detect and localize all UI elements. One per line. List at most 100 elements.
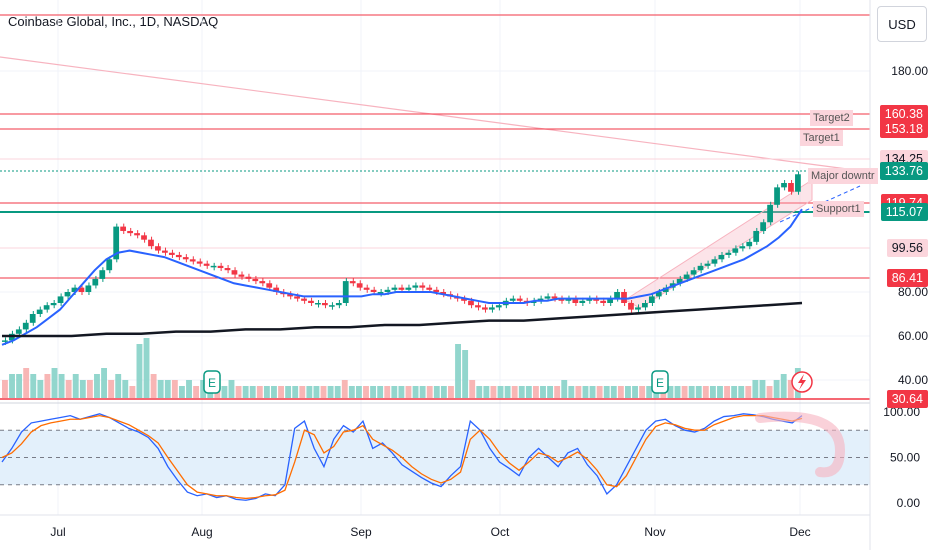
volume-bar xyxy=(674,386,681,398)
candle-body xyxy=(676,278,683,284)
volume-bar xyxy=(582,386,589,398)
candle-body xyxy=(273,287,280,292)
candle-body xyxy=(662,287,669,292)
candle-body xyxy=(2,340,8,342)
volume-bar xyxy=(23,368,30,398)
volume-bar xyxy=(348,386,355,398)
volume-bar xyxy=(462,350,469,398)
candle-body xyxy=(475,305,481,308)
candle-body xyxy=(85,285,92,292)
candle-body xyxy=(259,281,266,284)
volume-bar xyxy=(249,386,256,398)
candle-body xyxy=(182,257,189,260)
volume-bar xyxy=(596,386,603,398)
candle-body xyxy=(426,287,433,290)
volume-bar xyxy=(200,380,207,398)
candle-body xyxy=(294,296,300,299)
volume-bar xyxy=(37,380,44,398)
ma-black-line xyxy=(2,301,803,338)
candle-body xyxy=(189,259,196,262)
volume-bar xyxy=(235,386,242,398)
volume-bar xyxy=(228,380,235,398)
volume-bar xyxy=(525,386,532,398)
price-badge: 115.07 xyxy=(880,203,928,221)
volume-bar xyxy=(681,386,688,398)
candle-body xyxy=(537,298,544,301)
candle-body xyxy=(99,270,106,279)
volume-bar xyxy=(150,374,157,398)
earnings-marker xyxy=(651,370,669,394)
volume-bar xyxy=(745,386,752,398)
volume-bar xyxy=(738,386,745,398)
volume-bar xyxy=(540,386,546,398)
volume-bar xyxy=(455,344,461,398)
volume-bar xyxy=(242,386,249,398)
volume-bar xyxy=(780,374,787,398)
volume-bar xyxy=(646,386,653,398)
candle-body xyxy=(683,274,690,279)
volume-bar xyxy=(773,380,780,398)
volume-bar xyxy=(221,386,228,398)
candle-body xyxy=(412,285,419,288)
volume-bar xyxy=(702,386,709,398)
annotation-label: Major downtr xyxy=(808,168,878,184)
volume-bar xyxy=(724,386,731,398)
volume-bar xyxy=(9,374,15,398)
volume-bar xyxy=(171,380,178,398)
candle-body xyxy=(461,298,467,301)
volume-bar xyxy=(511,386,518,398)
candle-body xyxy=(210,265,217,268)
candle-body xyxy=(607,298,613,303)
volume-bar xyxy=(483,386,490,398)
volume-bar xyxy=(313,386,320,398)
volume-bar xyxy=(72,374,79,398)
candle-body xyxy=(224,268,231,271)
volume-bar xyxy=(398,386,405,398)
volume-bar xyxy=(94,374,100,398)
candle-body xyxy=(196,261,203,264)
osc-tick: 0.00 xyxy=(897,496,921,510)
volume-bar xyxy=(532,386,539,398)
candle-body xyxy=(516,298,523,301)
volume-bar xyxy=(271,386,277,398)
volume-bar xyxy=(433,386,440,398)
candle-body xyxy=(704,263,711,266)
ma-blue-line xyxy=(1,208,803,346)
candle-body xyxy=(155,246,161,251)
candle-body xyxy=(621,292,627,303)
candle-body xyxy=(106,259,113,271)
earnings-label: E xyxy=(656,376,664,390)
currency-button[interactable]: USD xyxy=(877,6,927,42)
time-tick: Nov xyxy=(644,525,665,539)
candle-body xyxy=(642,303,648,308)
volume-bar xyxy=(419,386,426,398)
volume-bar xyxy=(688,386,695,398)
candle-body xyxy=(440,292,447,295)
candle-body xyxy=(565,298,572,301)
volume-bar xyxy=(575,386,582,398)
candle-body xyxy=(433,289,440,292)
candle-body xyxy=(57,296,64,303)
volume-bar xyxy=(341,380,348,398)
candle-body xyxy=(468,300,474,306)
candle-body xyxy=(795,174,801,192)
volume-bar xyxy=(278,386,284,398)
candle-body xyxy=(760,222,767,231)
candle-body xyxy=(217,265,224,269)
candle-body xyxy=(788,183,794,192)
candle-body xyxy=(315,303,321,305)
candle-body xyxy=(718,254,725,260)
candle-body xyxy=(579,300,586,303)
time-tick: Jul xyxy=(50,525,65,539)
volume-bar xyxy=(122,380,129,398)
candle-body xyxy=(495,305,502,308)
earnings-label: E xyxy=(208,376,216,390)
candle-body xyxy=(245,276,252,279)
volume-bar xyxy=(51,368,58,398)
volume-bar xyxy=(320,386,327,398)
candle-body xyxy=(781,183,787,188)
volume-bar xyxy=(405,386,412,398)
volume-bar xyxy=(469,380,476,398)
volume-bar xyxy=(263,386,270,398)
